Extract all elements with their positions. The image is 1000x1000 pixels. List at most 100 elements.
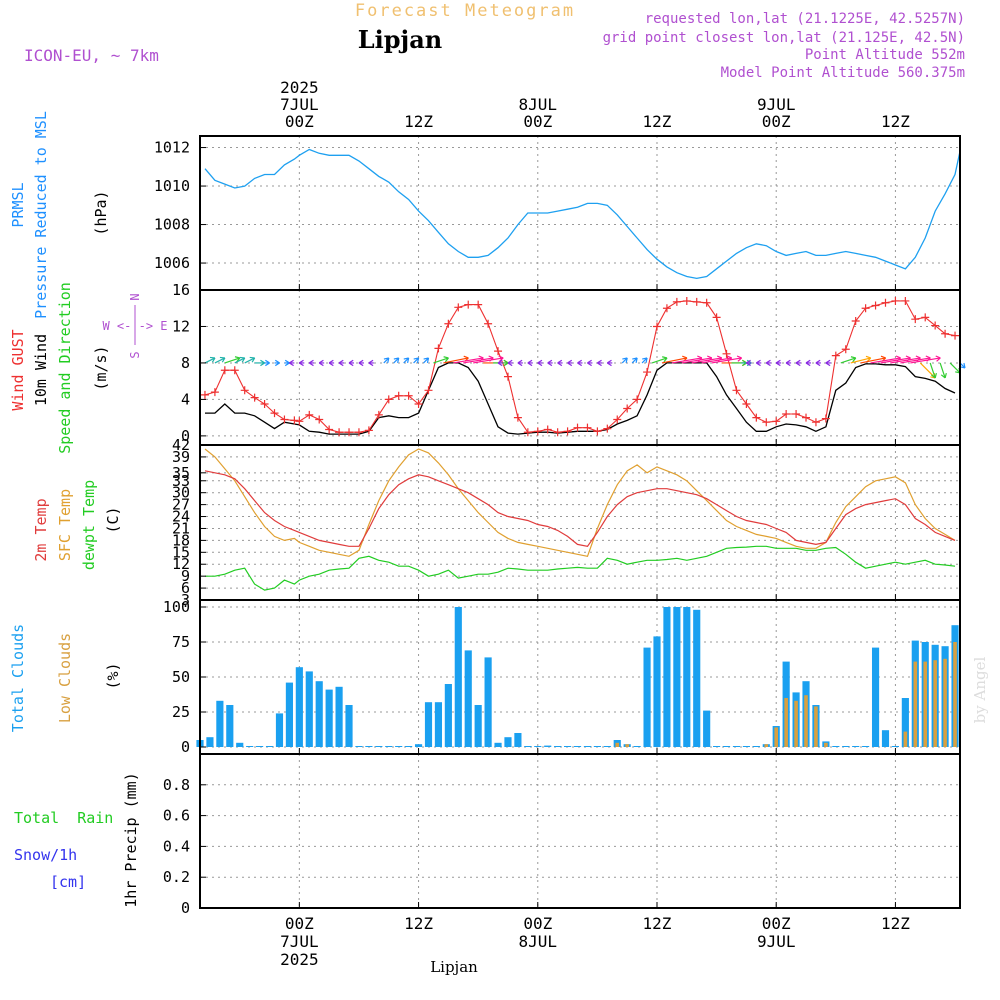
wind-gust-point: [772, 417, 781, 426]
cloud-unit: (%): [104, 662, 122, 689]
total-cloud-bar: [216, 700, 224, 747]
wind-direction-arrow: [234, 356, 246, 364]
wind-direction-arrow: [348, 359, 354, 367]
low-cloud-bar: [615, 742, 620, 747]
wind-direction-arrow: [815, 359, 821, 367]
wind-gust-point: [613, 415, 622, 424]
bottom-time-label-60-0: 12Z: [881, 914, 910, 933]
wind-direction-arrow: [254, 359, 265, 367]
top-time-label-0-0: 2025: [280, 78, 319, 97]
total-cloud-bar: [703, 710, 711, 747]
cloud-total-label: Total Clouds: [9, 624, 27, 732]
wind-direction-arrow: [606, 359, 613, 367]
total-cloud-bar: [484, 657, 492, 747]
bottom-time-label-36-0: 12Z: [643, 914, 672, 933]
total-cloud-bar: [275, 713, 284, 747]
wind-direction-arrow: [785, 359, 792, 367]
cloud-low-label: Low Clouds: [56, 633, 74, 723]
total-cloud-bar: [375, 746, 383, 747]
wind-gust-point: [871, 301, 880, 310]
wind-gust-point: [280, 415, 289, 424]
wind-gust-point: [722, 349, 731, 358]
wind-gust-point: [394, 391, 403, 400]
top-time-label-0-2: 00Z: [285, 112, 314, 131]
wind-direction-arrow: [939, 362, 947, 379]
wind-gust-point: [593, 427, 602, 436]
top-time-label-12-2: 12Z: [404, 112, 433, 131]
total-cloud-bar: [673, 607, 681, 747]
total-cloud-bar: [891, 746, 900, 747]
wind-tick-12: 12: [172, 317, 190, 335]
wind-gust-point: [503, 372, 512, 381]
total-cloud-bar: [713, 746, 721, 747]
total-cloud-bar: [424, 702, 433, 747]
wind-tick-4: 4: [181, 390, 190, 408]
total-cloud-bar: [434, 702, 443, 747]
wind-direction-arrow: [214, 356, 226, 364]
total-cloud-bar: [514, 733, 522, 747]
precip-tick-0: 0: [181, 899, 190, 917]
wind-direction-arrow: [393, 357, 400, 364]
total-cloud-bar: [683, 607, 691, 747]
total-cloud-bar: [295, 667, 303, 747]
temp-dew-label: dewpt Temp: [80, 480, 98, 570]
temp-tick-30: 30: [172, 484, 190, 502]
bottom-time-label-0-2: 2025: [280, 950, 319, 969]
wind-direction-arrow: [795, 359, 802, 367]
top-time-label-60-2: 12Z: [881, 112, 910, 131]
wind-direction-arrow: [274, 359, 280, 367]
wind-gust-point: [831, 351, 840, 360]
total-cloud-bar: [564, 746, 572, 747]
cloud-tick-25: 25: [172, 703, 190, 721]
top-time-label-48-1: 9JUL: [757, 95, 796, 114]
wind-direction-arrow: [557, 359, 563, 367]
temp-2m-line: [204, 470, 956, 547]
wind-gust-point: [712, 313, 721, 322]
wind-gust-point: [220, 366, 229, 375]
wind-direction-arrow: [298, 359, 305, 367]
cloud-tick-50: 50: [172, 668, 190, 686]
temp-tick-3: 3: [181, 591, 190, 609]
total-cloud-bar: [464, 650, 472, 747]
sfc-temp-line: [204, 448, 956, 557]
wind-direction-arrow: [567, 359, 573, 367]
bottom-time-label-24-0: 00Z: [523, 914, 552, 933]
wind-direction-arrow: [289, 359, 295, 367]
wind-direction-arrow: [547, 359, 553, 367]
low-cloud-bar: [943, 658, 947, 747]
total-cloud-bar: [236, 742, 244, 747]
temp-tick-24: 24: [172, 508, 190, 526]
total-cloud-bar: [335, 686, 343, 747]
wind-10m-label: 10m Wind: [32, 334, 50, 406]
top-time-label-36-2: 12Z: [643, 112, 672, 131]
temp-tick-6: 6: [181, 579, 190, 597]
wind-direction-arrow: [383, 357, 390, 364]
total-cloud-bar: [554, 746, 562, 747]
wind-gust-point: [260, 399, 269, 408]
panel-frame-temp: [199, 444, 961, 601]
wind-direction-arrow: [587, 359, 593, 367]
wind-direction-arrow: [358, 359, 364, 367]
low-cloud-bar: [923, 661, 928, 747]
total-cloud-bar: [901, 698, 909, 747]
low-cloud-bar: [814, 706, 818, 747]
wind-gust-point: [732, 386, 741, 395]
wind-tick-0: 0: [181, 427, 190, 445]
wind-gust-point: [931, 321, 940, 330]
wind-gust-point: [802, 413, 811, 422]
wind-gust-point: [941, 329, 950, 338]
footer-location: Lipjan: [430, 958, 478, 976]
wind-gust-point: [702, 298, 711, 307]
total-cloud-bar: [544, 745, 552, 747]
total-cloud-bar: [732, 746, 741, 747]
total-cloud-bar: [573, 746, 582, 747]
low-cloud-bar: [794, 700, 798, 747]
wind-gust-point: [230, 366, 239, 375]
wind-gust-point: [315, 415, 324, 424]
temp-tick-42: 42: [172, 436, 190, 454]
total-cloud-bar: [534, 746, 542, 747]
location-title: Lipjan: [358, 25, 442, 54]
plot-series: [196, 150, 966, 747]
pressure-tick-1012: 1012: [154, 139, 190, 157]
wind-gust-point: [384, 395, 393, 404]
